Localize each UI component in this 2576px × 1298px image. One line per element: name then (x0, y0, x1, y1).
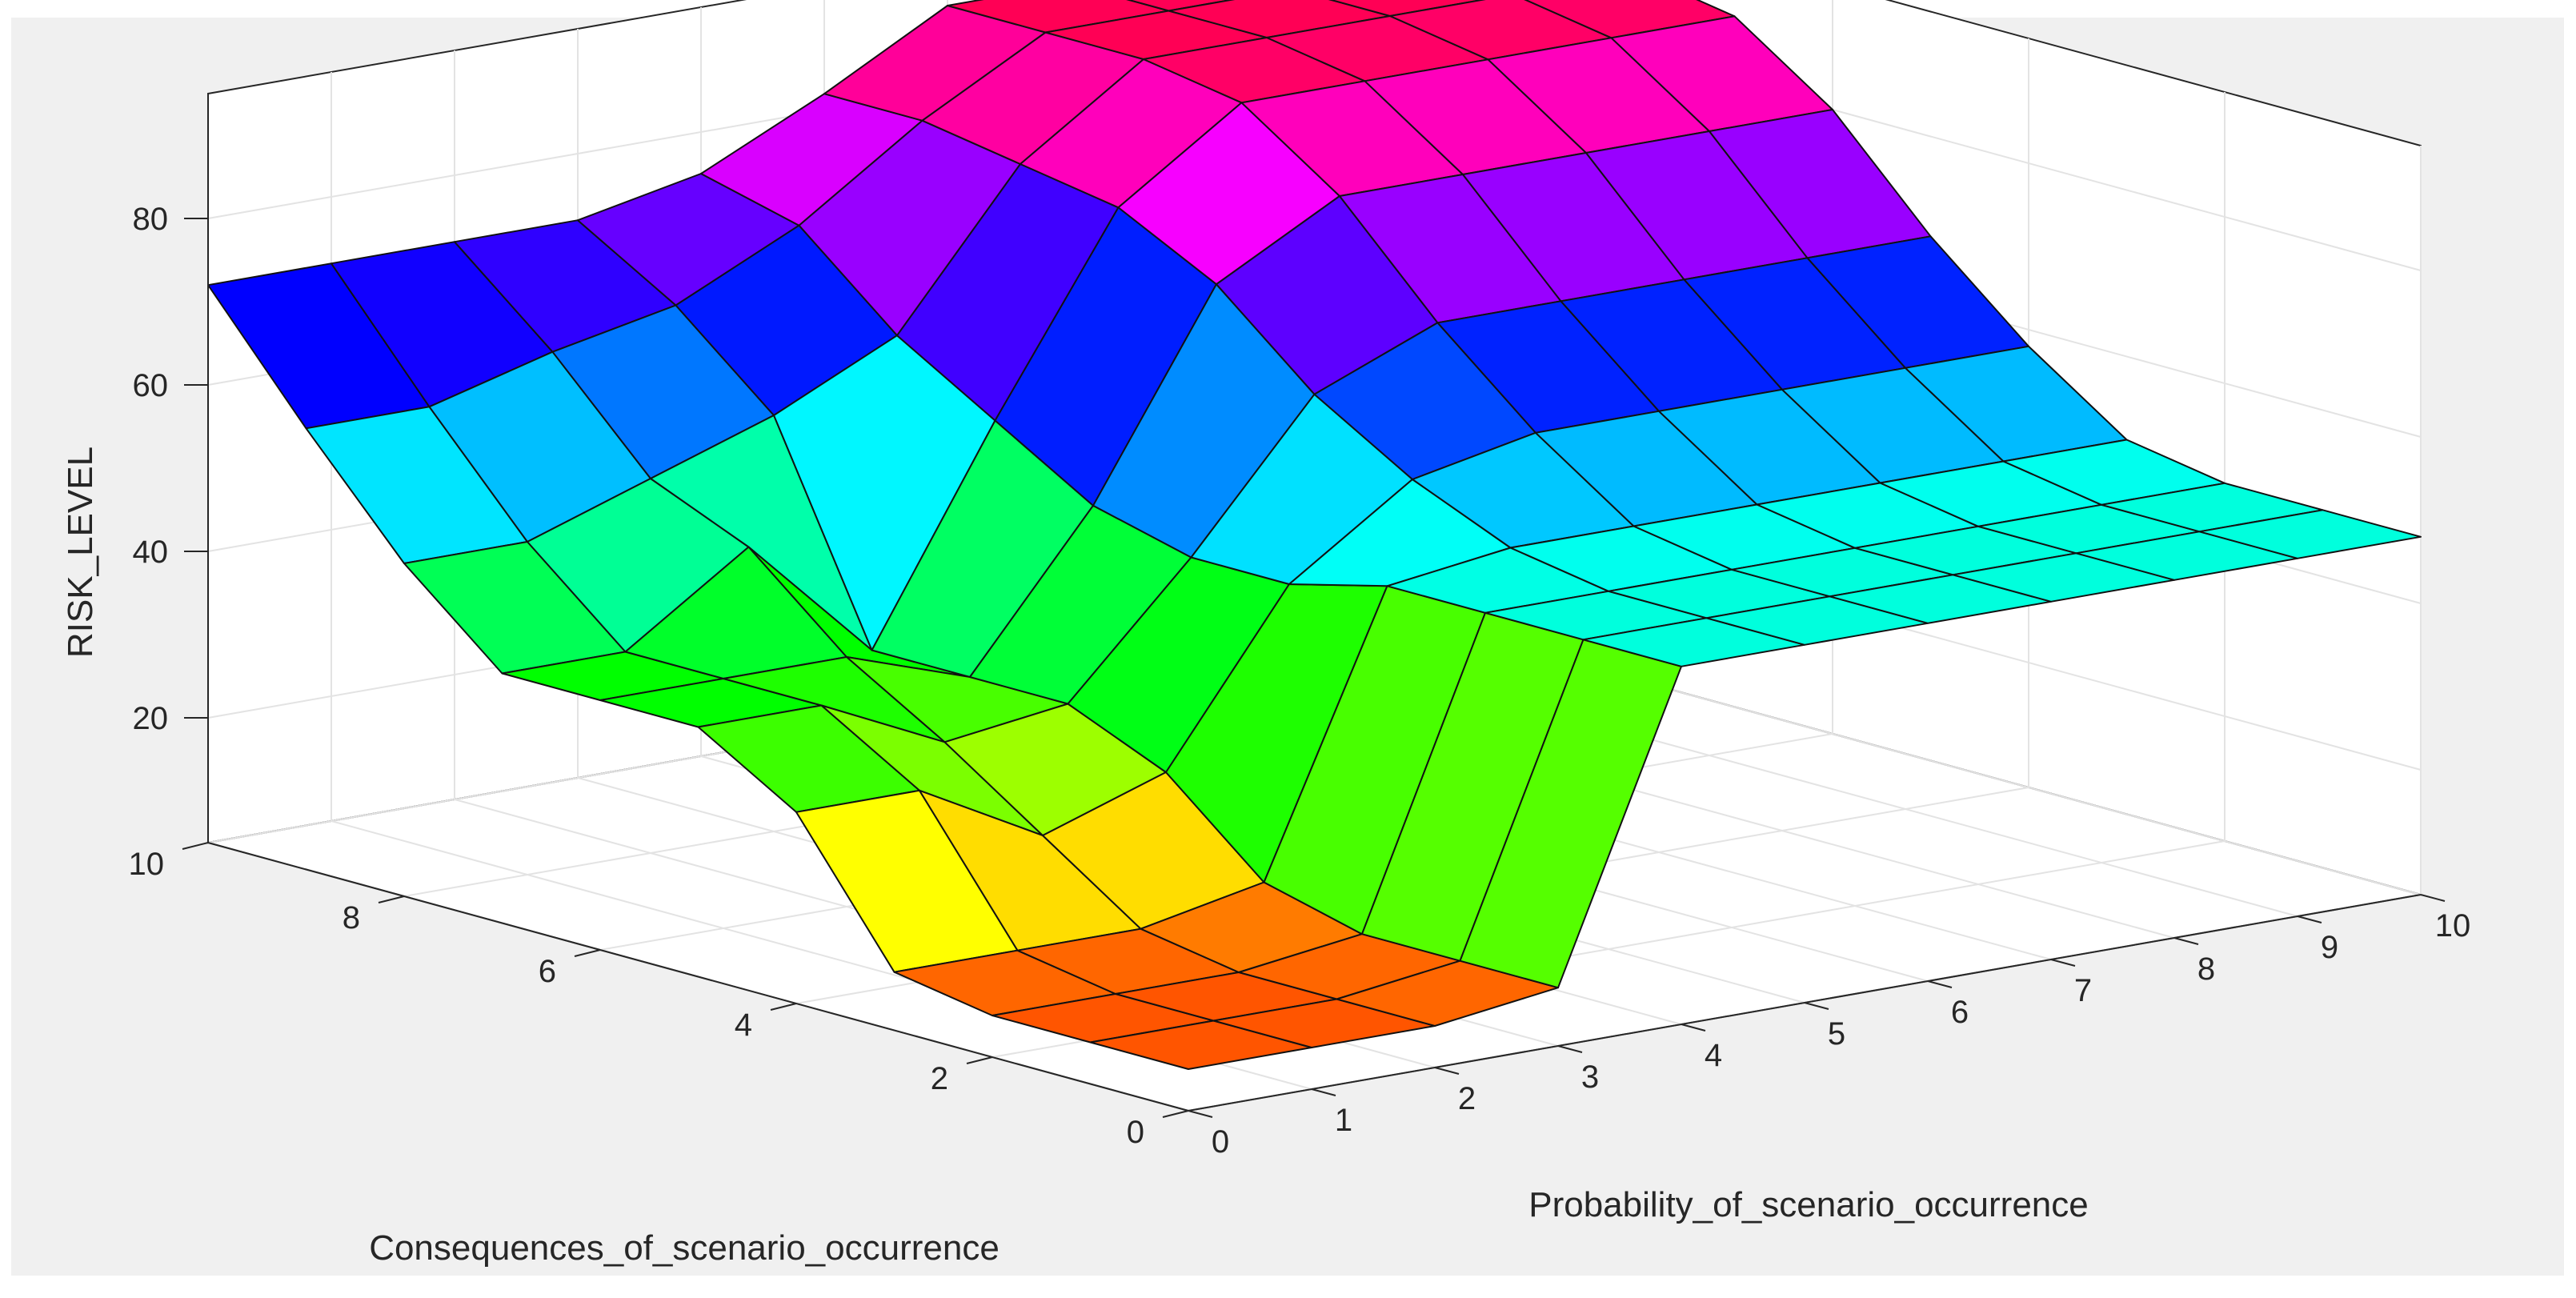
x-tick-mark (2297, 915, 2322, 923)
y-tick-mark (574, 949, 601, 957)
x-tick-mark (1557, 1045, 1583, 1053)
x-tick-label: 10 (2435, 908, 2471, 943)
x-tick-mark (2050, 959, 2076, 967)
y-tick-label: 2 (931, 1061, 948, 1096)
y-tick-mark (1162, 1110, 1189, 1118)
surface-patch (1126, 0, 1236, 12)
y-tick-label: 4 (735, 1008, 752, 1043)
x-tick-label: 7 (2074, 973, 2092, 1008)
x-tick-mark (1927, 980, 1953, 988)
z-tick-label: 80 (133, 202, 169, 237)
y-tick-mark (966, 1056, 993, 1064)
x-tick-label: 2 (1458, 1081, 1476, 1116)
x-tick-mark (1681, 1024, 1706, 1032)
x-tick-mark (2420, 894, 2446, 902)
x-tick-label: 8 (2197, 951, 2215, 987)
y-tick-mark (378, 895, 405, 903)
y-tick-label: 10 (129, 847, 165, 882)
x-tick-label: 5 (1828, 1016, 1845, 1052)
y-axis-line (207, 842, 1189, 1112)
y-tick-mark (182, 842, 209, 850)
y-tick-label: 8 (343, 900, 360, 935)
x-tick-mark (1311, 1088, 1336, 1096)
x-tick-label: 0 (1212, 1124, 1229, 1160)
x-tick-mark (2173, 937, 2199, 945)
surface-mesh (207, 0, 2422, 1070)
x-tick-mark (1188, 1110, 1213, 1118)
z-axis-label: RISK_LEVEL (61, 447, 100, 658)
x-tick-label: 1 (1335, 1103, 1352, 1138)
z-tick-label: 60 (133, 368, 169, 403)
x-tick-label: 9 (2321, 930, 2338, 965)
y-tick-label: 0 (1127, 1115, 1144, 1150)
x-tick-mark (1434, 1067, 1460, 1075)
x-axis-label: Probability_of_scenario_occurrence (1528, 1185, 2089, 1224)
x-tick-label: 4 (1705, 1038, 1722, 1073)
axis-ticks: 0 1 2 3 4 5 6 7 8 9 10 0 2 4 6 8 10 20 40 60 80 (129, 94, 2471, 1160)
surface-patch (2198, 509, 2422, 559)
y-axis-label: Consequences_of_scenario_occurrence (369, 1228, 1000, 1268)
x-tick-label: 3 (1581, 1060, 1599, 1095)
z-tick-label: 40 (133, 535, 169, 570)
z-tick-label: 20 (133, 701, 169, 736)
y-tick-label: 6 (539, 954, 556, 989)
x-tick-label: 6 (1951, 995, 1969, 1030)
y-tick-mark (770, 1003, 797, 1011)
x-tick-mark (1804, 1002, 1829, 1010)
